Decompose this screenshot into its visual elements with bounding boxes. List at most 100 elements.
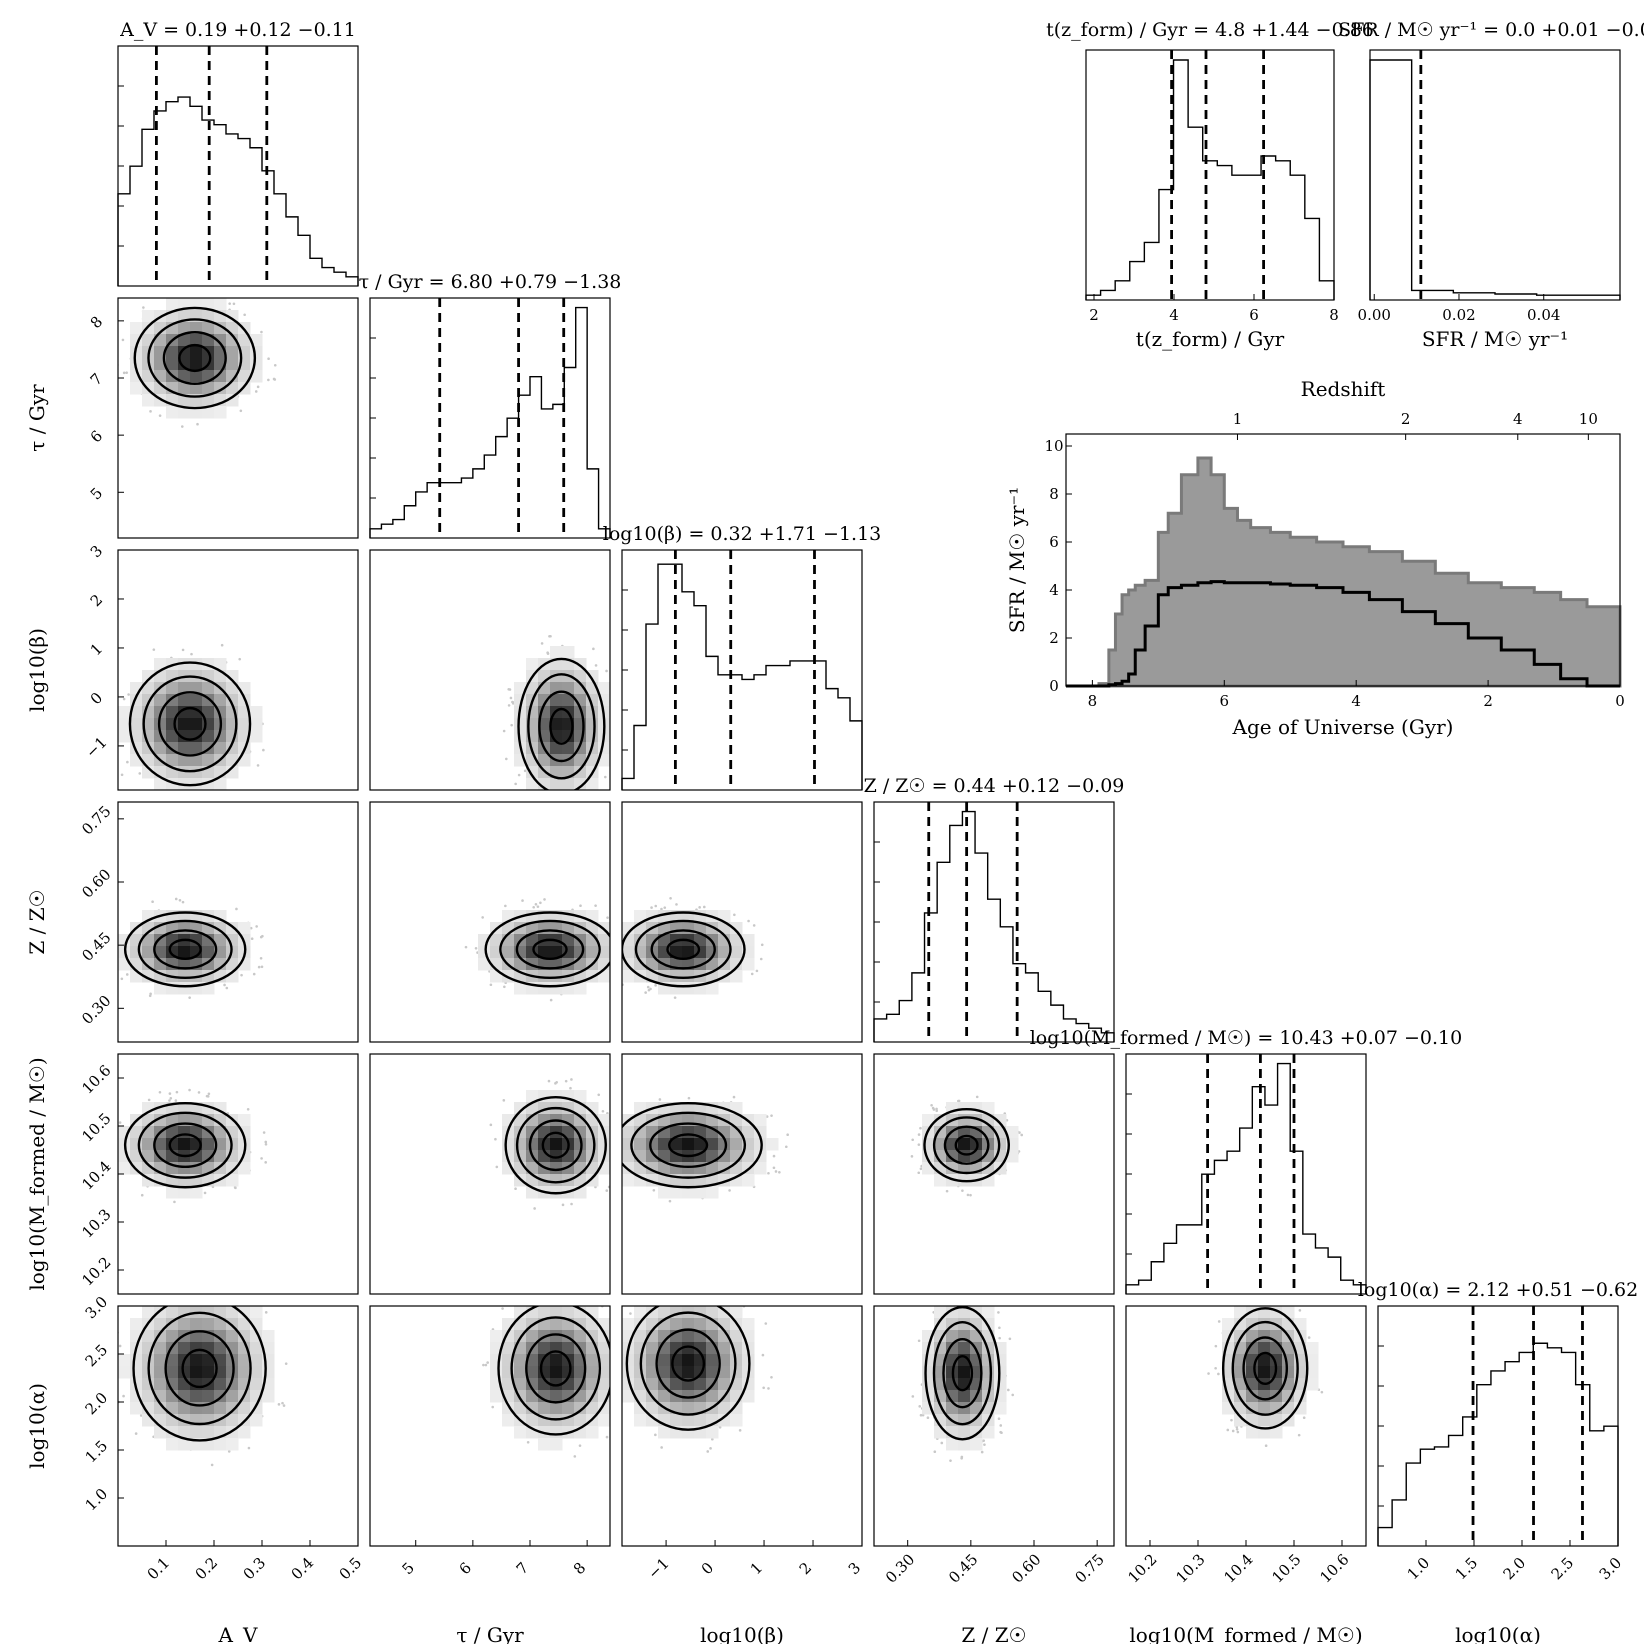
contour-level-0 xyxy=(532,938,568,961)
density-cell xyxy=(214,1438,227,1451)
density-cell xyxy=(238,1366,251,1379)
xtick-label-sfr: 0.04 xyxy=(1527,306,1560,324)
contour-level-1 xyxy=(525,1333,587,1404)
density-cell xyxy=(190,718,203,731)
sample-point xyxy=(533,1207,536,1210)
density-cell xyxy=(202,1150,215,1163)
sample-point xyxy=(747,919,750,923)
ytick-label-tau: 5 xyxy=(87,484,106,503)
density-cell xyxy=(142,718,155,731)
density-cell xyxy=(1294,1402,1307,1415)
sample-point xyxy=(249,926,253,930)
contour-level-2 xyxy=(510,1316,602,1421)
hist-title-sfr: SFR / M☉ yr⁻¹ = 0.0 +0.01 −0.0 xyxy=(1338,19,1644,41)
sample-point xyxy=(489,1123,493,1127)
density-cell xyxy=(598,1378,610,1391)
sample-point xyxy=(917,1133,921,1136)
sample-point xyxy=(207,1294,210,1297)
density-cell xyxy=(490,1390,503,1403)
sample-point xyxy=(172,294,175,297)
density-cell xyxy=(958,1438,971,1451)
contour-level-1 xyxy=(515,929,585,970)
density-cell xyxy=(982,1162,995,1175)
density-cell xyxy=(922,1114,935,1127)
sample-point xyxy=(911,1395,915,1398)
sample-point xyxy=(1007,1388,1010,1392)
density-cell xyxy=(622,1318,635,1331)
sfh-xtick-label: 8 xyxy=(1088,692,1098,710)
sample-point xyxy=(174,897,178,901)
density-cell xyxy=(142,1330,155,1343)
sample-point xyxy=(592,647,595,651)
sfh-ytick-label: 0 xyxy=(1049,677,1059,695)
density-cell xyxy=(1306,1366,1319,1379)
joint-panel-mass-alpha xyxy=(1125,1296,1367,1547)
sample-point xyxy=(594,904,597,907)
sfh-ytick-label: 8 xyxy=(1049,485,1059,503)
density-cell xyxy=(586,778,599,790)
sample-point xyxy=(750,972,754,976)
density-cell xyxy=(154,1378,167,1391)
density-cell xyxy=(130,1318,143,1331)
density-cell xyxy=(970,1318,983,1331)
density-cell xyxy=(514,958,527,971)
contour-level-2 xyxy=(630,1111,747,1179)
sample-point xyxy=(519,793,522,796)
sample-point xyxy=(919,1126,922,1130)
density-cell xyxy=(178,334,191,347)
density-cell xyxy=(730,1330,743,1343)
density-cell xyxy=(514,982,527,995)
density-cell xyxy=(214,298,227,311)
density-cell xyxy=(166,730,179,743)
joint-frame xyxy=(873,1053,1115,1295)
sample-point xyxy=(615,1382,618,1385)
density-cell xyxy=(682,970,695,983)
density-cell xyxy=(1246,1390,1259,1403)
sample-point xyxy=(260,330,263,334)
sfh-ytick-label: 2 xyxy=(1049,629,1059,647)
sample-point xyxy=(158,1090,162,1094)
sample-point xyxy=(284,1362,288,1365)
contour-level-3 xyxy=(128,661,252,787)
density-cell xyxy=(718,1414,731,1427)
contour-level-1 xyxy=(528,1119,583,1172)
sample-point xyxy=(590,1285,593,1288)
density-cell xyxy=(646,1354,659,1367)
xtick-label-mass: 10.6 xyxy=(1316,1550,1352,1586)
density-cell xyxy=(214,694,227,707)
density-cell xyxy=(1222,1354,1235,1367)
xlabel-alpha: log10(α) xyxy=(1455,1623,1541,1644)
sample-point xyxy=(102,1142,105,1145)
density-cell xyxy=(922,1378,935,1391)
density-cell xyxy=(646,1366,659,1379)
density-cell xyxy=(646,1150,659,1163)
sample-point xyxy=(940,1441,944,1445)
density-cell xyxy=(250,1306,263,1319)
xlabel-tform: t(z_form) / Gyr xyxy=(1136,327,1285,351)
ytick-label-alpha: 2.5 xyxy=(82,1341,112,1371)
sfh-xtick-label: 2 xyxy=(1483,692,1493,710)
density-cell xyxy=(1294,1366,1307,1379)
density-cell xyxy=(742,958,755,971)
density-cell xyxy=(178,1378,191,1391)
sample-point xyxy=(1263,1296,1266,1299)
density-cell xyxy=(142,1306,155,1319)
density-cell xyxy=(214,1402,227,1415)
density-cell xyxy=(250,730,263,743)
sample-point xyxy=(127,693,130,696)
ylabel-alpha: log10(α) xyxy=(25,1383,49,1469)
contour-level-3 xyxy=(132,1306,267,1442)
joint-frame xyxy=(117,1305,359,1547)
contour-level-2 xyxy=(1231,1320,1299,1416)
density-cell xyxy=(706,982,719,995)
density-cell xyxy=(178,1186,191,1199)
density-cell xyxy=(514,1366,527,1379)
density-cell xyxy=(226,1330,239,1343)
density-cell xyxy=(958,1390,971,1403)
xlabel-sfr: SFR / M☉ yr⁻¹ xyxy=(1422,327,1568,351)
density-cell xyxy=(682,1138,695,1151)
density-cell xyxy=(562,742,575,755)
sample-point xyxy=(759,957,763,961)
xtick-label-z: 0.45 xyxy=(945,1550,981,1586)
